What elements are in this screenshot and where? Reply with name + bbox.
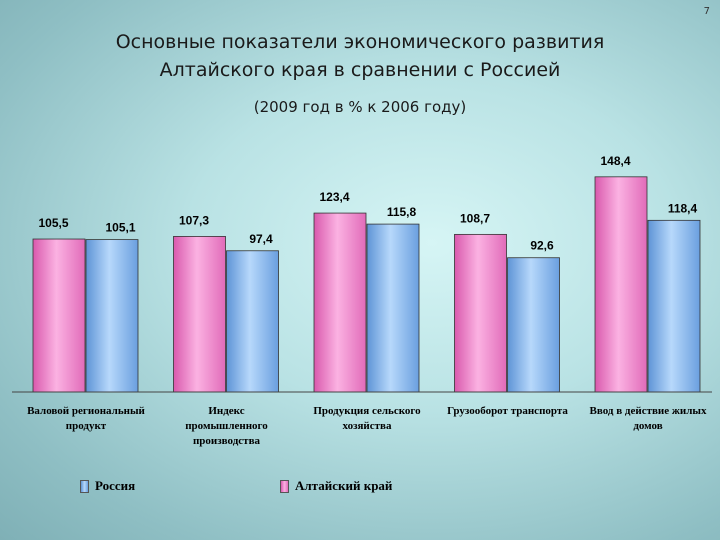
category-label-4: Ввод в действие жилых домов [590, 405, 707, 432]
category-label-1: Индекс промышленного производства [185, 405, 268, 447]
slide-number: 7 [703, 6, 710, 17]
category-label-3: Грузооборот транспорта [447, 405, 568, 417]
bar-russia-3 [507, 257, 560, 393]
legend-label-altai: Алтайский край [295, 478, 393, 493]
page-title: Основные показатели экономического разви… [60, 28, 660, 84]
data-label-altai-3: 108,7 [460, 211, 490, 225]
bar-altai-1 [173, 236, 226, 393]
title-line-2: Алтайского края в сравнении с Россией [159, 59, 561, 81]
data-label-altai-1: 107,3 [179, 213, 209, 227]
legend-label-russia: Россия [95, 478, 136, 493]
legend-item-russia: Россия [80, 478, 135, 494]
bar-chart: 105,5 105,1 107,3 97,4 123,4 115,8 108,7 92,6 14… [12, 154, 712, 447]
data-label-altai-0: 105,5 [38, 216, 68, 230]
category-label-2: Продукция сельского хозяйства [313, 405, 421, 432]
bar-altai-3 [454, 233, 507, 393]
bar-russia-4 [647, 219, 701, 393]
bar-russia-2 [366, 223, 420, 393]
data-label-russia-0: 105,1 [105, 221, 135, 235]
data-label-altai-4: 148,4 [600, 154, 630, 168]
data-label-russia-4: 118,4 [668, 201, 698, 215]
legend-swatch-russia [80, 479, 89, 493]
data-label-russia-1: 97,4 [249, 232, 273, 246]
bar-russia-0 [85, 239, 139, 393]
data-label-russia-2: 115,8 [387, 205, 417, 219]
legend-item-altai: Алтайский край [280, 478, 392, 494]
category-label-0: Валовой региональный продукт [27, 405, 145, 432]
title-line-1: Основные показатели экономического разви… [115, 31, 605, 53]
bar-russia-1 [226, 250, 279, 393]
bar-altai-4 [594, 176, 648, 393]
subtitle: (2009 год в % к 2006 году) [253, 98, 467, 116]
data-label-altai-2: 123,4 [319, 190, 349, 204]
bar-altai-2 [313, 212, 367, 393]
bar-altai-0 [32, 238, 86, 393]
data-label-russia-3: 92,6 [530, 239, 554, 253]
legend: Россия Алтайский край [0, 478, 720, 498]
legend-swatch-altai [280, 479, 289, 493]
